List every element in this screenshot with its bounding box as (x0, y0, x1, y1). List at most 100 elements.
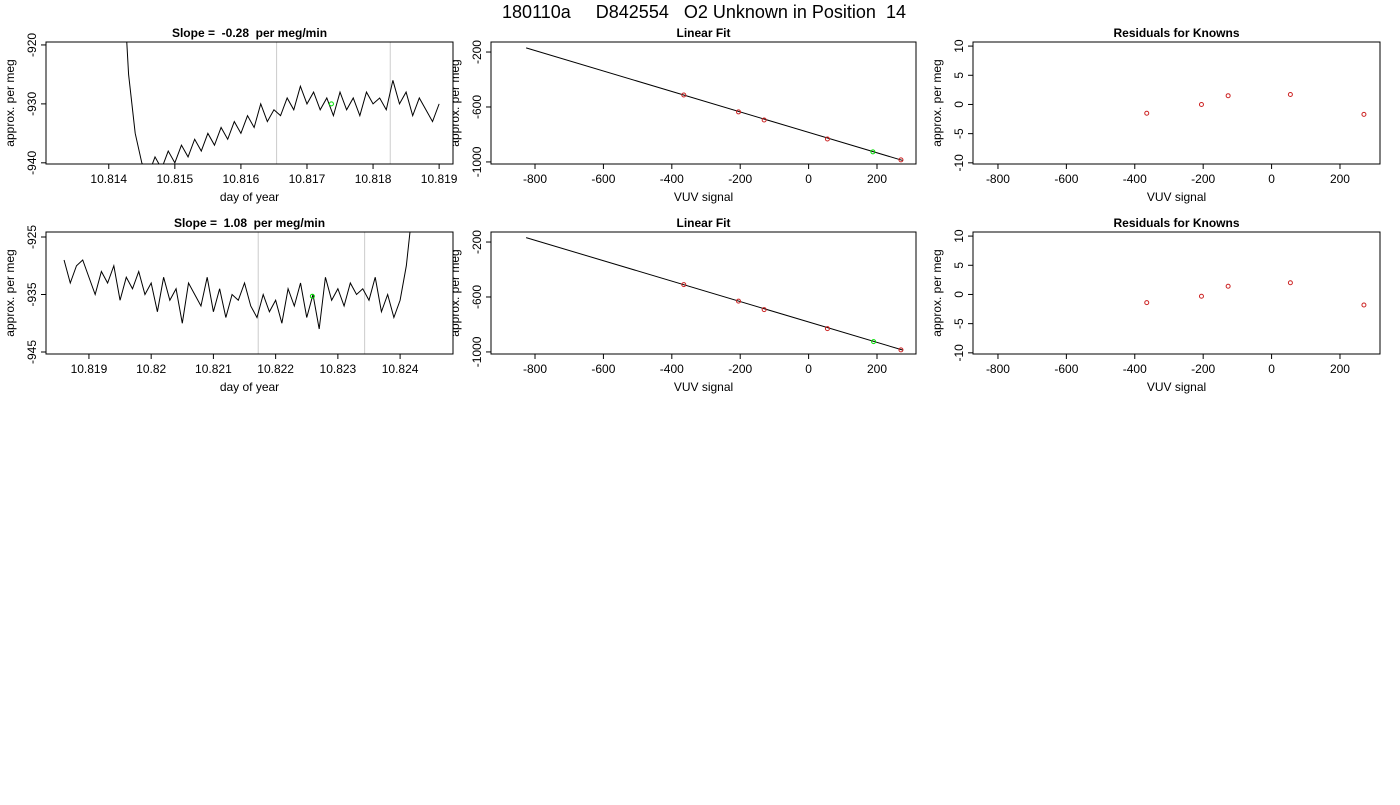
x-tick-label: 10.821 (195, 362, 232, 376)
x-tick-label: -800 (986, 172, 1010, 186)
data-point (1287, 92, 1293, 98)
y-tick-label: -940 (25, 150, 39, 174)
x-tick-label: -600 (1054, 172, 1078, 186)
y-tick-label: -10 (952, 154, 966, 172)
data-point (681, 282, 687, 288)
x-tick-label: -400 (660, 362, 684, 376)
y-tick-label: -600 (470, 285, 484, 309)
y-tick-label: -930 (25, 92, 39, 116)
y-tick-label: 10 (952, 229, 966, 243)
data-point (761, 307, 767, 313)
x-tick-label: 0 (805, 172, 812, 186)
plot-frame (490, 231, 917, 355)
plot-area (1144, 92, 1367, 117)
panel-title: Residuals for Knowns (1113, 26, 1239, 40)
y-tick-label: 5 (952, 72, 966, 79)
y-tick-label: 0 (952, 291, 966, 298)
x-tick-label: -400 (660, 172, 684, 186)
y-axis-label: approx. per meg (448, 59, 462, 146)
panel: Linear Fit VUV signal approx. per meg -800 -… (448, 216, 917, 394)
y-axis-label: approx. per meg (448, 249, 462, 336)
data-point (1225, 283, 1231, 289)
main-title: 180110a D842554 O2 Unknown in Position 1… (502, 2, 906, 22)
data-point (1361, 111, 1367, 117)
data-point (761, 117, 767, 123)
data-point (1361, 302, 1367, 308)
data-point (309, 293, 315, 299)
panel-title: Slope = -0.28 per meg/min (172, 26, 327, 40)
plot-area (525, 47, 904, 163)
y-tick-label: -5 (952, 318, 966, 329)
data-point (824, 136, 830, 142)
panel: Slope = -0.28 per meg/min day of year appr… (3, 26, 458, 204)
x-tick-label: -400 (1123, 172, 1147, 186)
y-tick-label: -200 (470, 230, 484, 254)
data-point (1198, 101, 1204, 107)
x-tick-label: 10.822 (257, 362, 294, 376)
x-tick-label: 0 (1268, 362, 1275, 376)
data-line (63, 232, 411, 330)
x-axis-label: VUV signal (1147, 380, 1206, 394)
data-point (1198, 293, 1204, 299)
panel-title: Linear Fit (676, 26, 730, 40)
y-tick-label: -1000 (470, 146, 484, 177)
plot-frame (972, 41, 1381, 165)
x-tick-label: -200 (728, 362, 752, 376)
x-tick-label: -200 (1191, 172, 1215, 186)
y-tick-label: -200 (470, 40, 484, 64)
y-tick-label: -5 (952, 128, 966, 139)
x-tick-label: 0 (805, 362, 812, 376)
plot-area (126, 42, 440, 164)
x-tick-label: -200 (728, 172, 752, 186)
x-axis-label: day of year (220, 380, 279, 394)
x-tick-label: -600 (591, 172, 615, 186)
data-point (898, 157, 904, 163)
y-tick-label: 0 (952, 101, 966, 108)
x-axis-label: day of year (220, 190, 279, 204)
x-tick-label: 10.815 (156, 172, 193, 186)
panel: Residuals for Knowns VUV signal approx. pe… (930, 26, 1381, 204)
x-axis-label: VUV signal (1147, 190, 1206, 204)
data-line (525, 47, 904, 162)
x-tick-label: -200 (1191, 362, 1215, 376)
data-point (1287, 280, 1293, 286)
y-tick-label: -935 (25, 282, 39, 306)
x-tick-label: 10.823 (320, 362, 357, 376)
data-point (871, 339, 877, 345)
y-axis-label: approx. per meg (3, 59, 17, 146)
data-point (681, 92, 687, 98)
y-tick-label: 5 (952, 262, 966, 269)
data-point (898, 347, 904, 353)
x-tick-label: -600 (591, 362, 615, 376)
x-tick-label: 10.824 (382, 362, 419, 376)
x-tick-label: -400 (1123, 362, 1147, 376)
x-tick-label: -800 (986, 362, 1010, 376)
x-tick-label: 10.818 (355, 172, 392, 186)
x-tick-label: -800 (523, 172, 547, 186)
x-tick-label: -600 (1054, 362, 1078, 376)
x-tick-label: 200 (1330, 172, 1350, 186)
panel-title: Slope = 1.08 per meg/min (174, 216, 325, 230)
panel-title: Residuals for Knowns (1113, 216, 1239, 230)
plot-frame (45, 231, 454, 355)
x-tick-label: 10.816 (223, 172, 260, 186)
x-tick-label: 200 (867, 172, 887, 186)
x-tick-label: 10.817 (289, 172, 326, 186)
plot-frame (45, 41, 454, 165)
y-tick-label: -920 (25, 33, 39, 57)
plot-area (63, 232, 411, 354)
data-line (126, 42, 440, 164)
plot-frame (490, 41, 917, 165)
y-tick-label: 10 (952, 39, 966, 53)
panel: Linear Fit VUV signal approx. per meg -800 -… (448, 26, 917, 204)
y-axis-label: approx. per meg (930, 249, 944, 336)
data-line (525, 237, 904, 351)
y-tick-label: -1000 (470, 336, 484, 367)
plot-frame (972, 231, 1381, 355)
y-tick-label: -10 (952, 344, 966, 362)
y-axis-label: approx. per meg (930, 59, 944, 146)
data-point (1144, 300, 1150, 306)
plot-area (525, 237, 904, 353)
panel-title: Linear Fit (676, 216, 730, 230)
x-tick-label: -800 (523, 362, 547, 376)
